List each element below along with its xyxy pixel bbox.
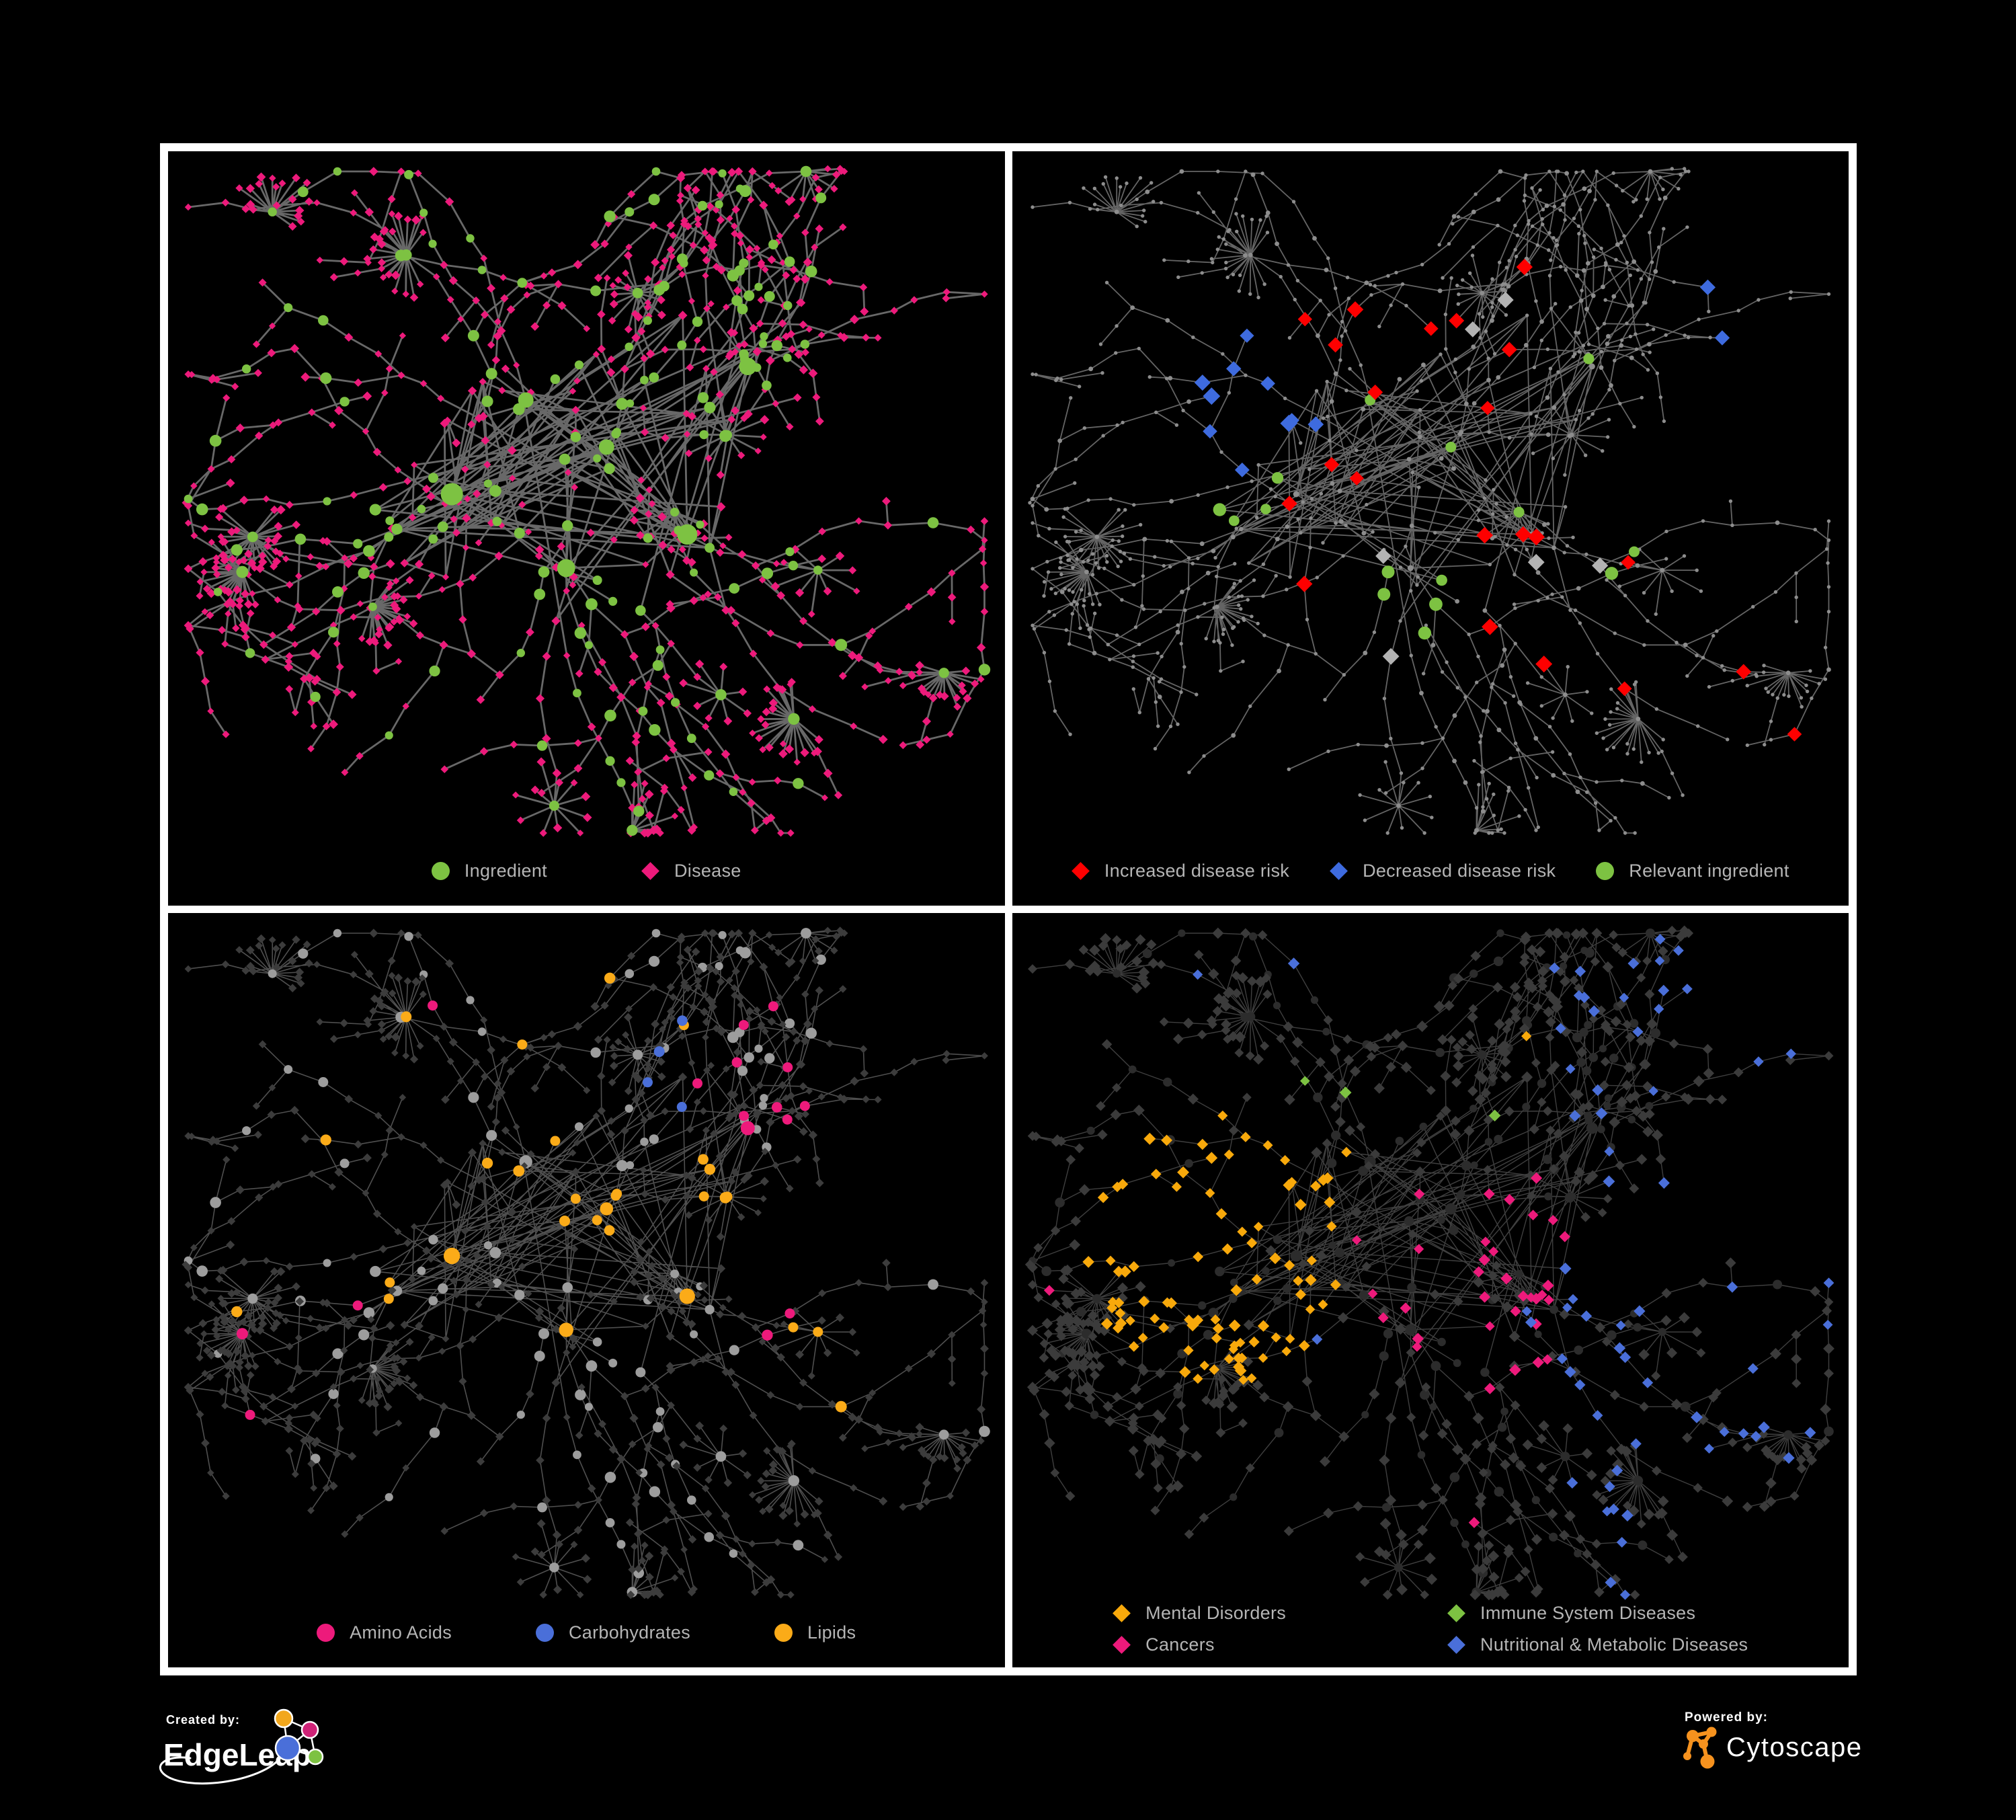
legend-label: Amino Acids — [350, 1622, 452, 1643]
legend-item-relevant-ingredient: Relevant ingredient — [1596, 861, 1789, 881]
powered-by-label: Powered by: — [1685, 1710, 1768, 1725]
legend-label: Relevant ingredient — [1629, 861, 1789, 881]
legend-item-mental-disorders: Mental Disorders — [1113, 1603, 1286, 1624]
panel-grid: Ingredient Disease Increased disease risk… — [160, 143, 1857, 1675]
network-ingredient-classes — [182, 926, 990, 1599]
network-ingredient-disease — [182, 165, 991, 838]
created-by-label: Created by: — [166, 1713, 240, 1727]
legend-item-decreased-disease-risk: Decreased disease risk — [1330, 861, 1556, 881]
circle-swatch-icon — [536, 1624, 554, 1642]
diamond-swatch-icon — [641, 862, 659, 880]
legend-label: Decreased disease risk — [1363, 861, 1556, 881]
legend-disease-classes: Mental Disorders Immune System Diseases Ca… — [1012, 1603, 1849, 1655]
legend-item-lipids: Lipids — [774, 1622, 856, 1643]
legend-item-immune-system-diseases: Immune System Diseases — [1447, 1603, 1748, 1624]
cytoscape-network-icon — [1683, 1727, 1717, 1769]
legend-label: Nutritional & Metabolic Diseases — [1480, 1634, 1748, 1655]
diamond-swatch-icon — [1113, 1604, 1131, 1622]
legend-disease-risk: Increased disease risk Decreased disease … — [1012, 861, 1849, 881]
circle-swatch-icon — [1596, 862, 1615, 880]
edgeleap-logo: Created by: EdgeLeap — [159, 1708, 324, 1785]
circle-swatch-icon — [774, 1624, 793, 1642]
legend-item-ingredient: Ingredient — [431, 861, 547, 881]
legend-label: Lipids — [807, 1622, 856, 1643]
legend-label: Immune System Diseases — [1480, 1603, 1696, 1623]
legend-item-cancers: Cancers — [1113, 1634, 1286, 1655]
legend-label: Mental Disorders — [1145, 1603, 1287, 1623]
legend-item-carbohydrates: Carbohydrates — [536, 1622, 690, 1643]
legend-label: Ingredient — [464, 861, 547, 881]
diamond-swatch-icon — [1447, 1604, 1465, 1622]
diamond-swatch-icon — [1330, 862, 1348, 880]
diamond-swatch-icon — [1447, 1636, 1465, 1654]
network-disease-classes — [1024, 925, 1834, 1601]
network-disease-risk — [1027, 167, 1831, 835]
legend-label: Carbohydrates — [569, 1622, 690, 1643]
edgeleap-network-icon — [274, 1708, 324, 1766]
edgeleap-swoosh — [159, 1755, 283, 1785]
legend-item-disease: Disease — [641, 861, 741, 881]
diamond-swatch-icon — [1071, 862, 1090, 880]
legend-item-increased-disease-risk: Increased disease risk — [1071, 861, 1290, 881]
diamond-swatch-icon — [1113, 1636, 1131, 1654]
legend-item-nutritional-metabolic-diseases: Nutritional & Metabolic Diseases — [1447, 1634, 1748, 1655]
legend-ingredient-disease: Ingredient Disease — [168, 861, 1005, 881]
panel-ingredient-classes: Amino Acids Carbohydrates Lipids — [168, 913, 1005, 1667]
panel-disease-risk: Increased disease risk Decreased disease … — [1012, 151, 1849, 906]
circle-swatch-icon — [317, 1624, 335, 1642]
legend-item-amino-acids: Amino Acids — [317, 1622, 452, 1643]
cytoscape-credit: Powered by: Cytoscape — [1678, 1705, 1920, 1779]
legend-label: Increased disease risk — [1104, 861, 1290, 881]
cytoscape-wordmark: Cytoscape — [1726, 1733, 1862, 1762]
edgeleap-credit: Created by: EdgeLeap — [157, 1708, 378, 1802]
legend-label: Cancers — [1145, 1634, 1215, 1655]
panel-disease-classes: Mental Disorders Immune System Diseases Ca… — [1012, 913, 1849, 1667]
panel-ingredient-disease: Ingredient Disease — [168, 151, 1005, 906]
circle-swatch-icon — [431, 862, 450, 880]
legend-ingredient-classes: Amino Acids Carbohydrates Lipids — [168, 1622, 1005, 1643]
legend-label: Disease — [674, 861, 741, 881]
cytoscape-logo: Powered by: Cytoscape — [1683, 1710, 1862, 1769]
